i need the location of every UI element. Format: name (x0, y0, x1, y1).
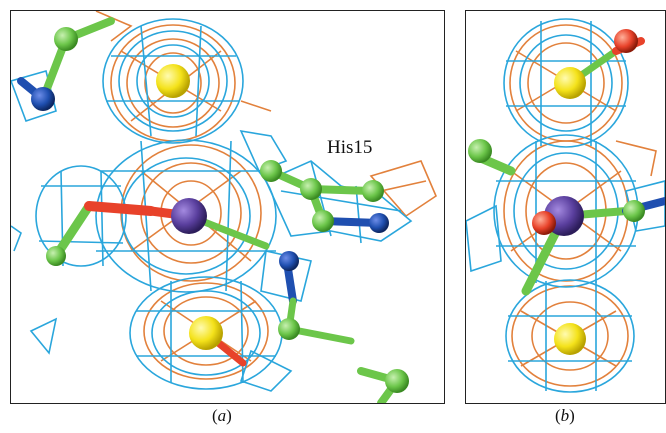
blue-density-mesh-b (466, 18, 665, 393)
panel-b-image (466, 18, 665, 393)
sulfur-atom-bottom-b (554, 323, 586, 355)
atom-spheres (31, 27, 409, 393)
orange-density-mesh (95, 11, 437, 380)
orange-density-mesh-b (503, 24, 657, 387)
sulfur-atom-bottom (189, 316, 223, 350)
metal-atom (171, 198, 207, 234)
residue-label: His15 (327, 137, 373, 158)
sulfur-atom-top (156, 64, 190, 98)
atom-spheres-b (468, 29, 645, 355)
panel-b-caption: (b) (555, 406, 575, 425)
panel-a-density-map: His15 (10, 10, 445, 404)
blue-density-mesh (11, 18, 413, 392)
sulfur-atom-top-b (554, 67, 586, 99)
panel-a-caption: (a) (212, 406, 232, 425)
panel-b-density-map (465, 10, 666, 404)
panel-a-image (11, 11, 437, 403)
